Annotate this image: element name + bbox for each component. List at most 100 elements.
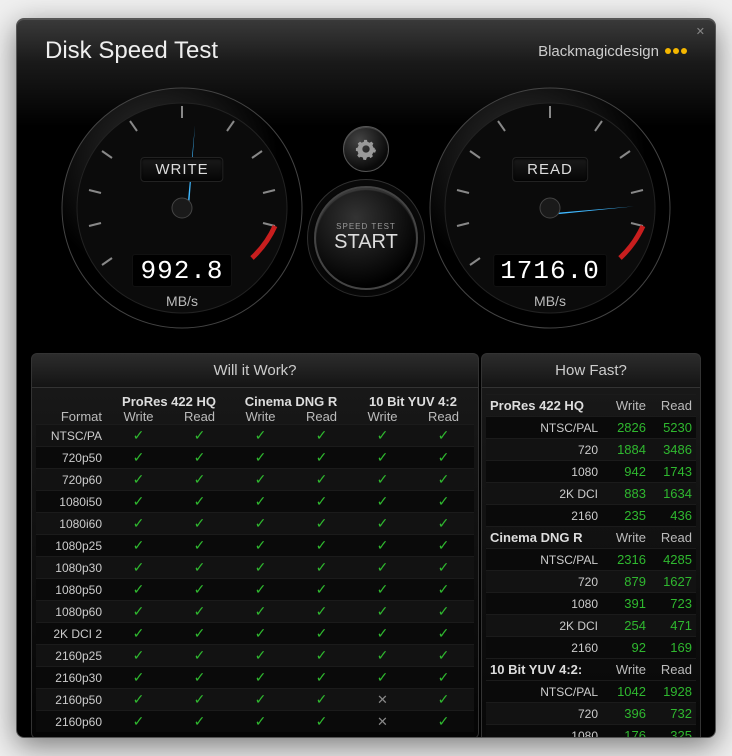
check-icon: ✓	[169, 537, 230, 555]
check-icon: ✓	[413, 581, 474, 599]
check-icon: ✓	[230, 669, 291, 687]
format-label: 2160p60	[36, 715, 108, 729]
check-icon: ✓	[108, 493, 169, 511]
table-row: NTSC/PAL28265230	[486, 416, 696, 438]
write-value: 254	[604, 618, 650, 633]
check-icon: ✓	[413, 559, 474, 577]
read-value: 5230	[650, 420, 696, 435]
bottom-panels: Will it Work? ProRes 422 HQCinema DNG R1…	[17, 353, 715, 738]
x-icon: ✕	[352, 713, 413, 731]
format-label: 2160p30	[36, 671, 108, 685]
check-icon: ✓	[413, 515, 474, 533]
check-icon: ✓	[413, 427, 474, 445]
format-label: 1080p50	[36, 583, 108, 597]
format-label: 720	[486, 707, 604, 721]
check-icon: ✓	[169, 713, 230, 731]
app-title: Disk Speed Test	[45, 37, 218, 65]
format-label: 2K DCI 2	[36, 627, 108, 641]
check-icon: ✓	[230, 647, 291, 665]
how-fast-panel: How Fast? ProRes 422 HQWriteReadNTSC/PAL…	[481, 353, 701, 738]
check-icon: ✓	[108, 669, 169, 687]
format-header: Format	[36, 409, 108, 424]
check-icon: ✓	[352, 603, 413, 621]
check-icon: ✓	[291, 691, 352, 709]
format-label: 1080p30	[36, 561, 108, 575]
work-sub-header: Read	[291, 409, 352, 424]
read-value: 723	[650, 596, 696, 611]
check-icon: ✓	[352, 625, 413, 643]
header: Disk Speed Test Blackmagicdesign	[17, 19, 715, 73]
write-value: 879	[604, 574, 650, 589]
work-group-header: 10 Bit YUV 4:2	[352, 394, 474, 409]
format-label: 720	[486, 575, 604, 589]
table-row: 1080i60✓✓✓✓✓✓	[36, 512, 474, 534]
check-icon: ✓	[230, 515, 291, 533]
fast-group-header: Cinema DNG RWriteRead	[486, 526, 696, 548]
check-icon: ✓	[352, 559, 413, 577]
check-icon: ✓	[169, 581, 230, 599]
will-it-work-title: Will it Work?	[31, 353, 479, 387]
format-label: NTSC/PAL	[486, 553, 604, 567]
check-icon: ✓	[291, 559, 352, 577]
format-label: 2K DCI	[486, 487, 604, 501]
check-icon: ✓	[108, 581, 169, 599]
check-icon: ✓	[169, 449, 230, 467]
format-label: 1080p25	[36, 539, 108, 553]
table-row: 1080p30✓✓✓✓✓✓	[36, 556, 474, 578]
check-icon: ✓	[169, 603, 230, 621]
check-icon: ✓	[413, 691, 474, 709]
write-gauge-label: WRITE	[140, 157, 223, 182]
start-button[interactable]: SPEED TEST START	[314, 186, 418, 290]
table-row: NTSC/PA✓✓✓✓✓✓	[36, 424, 474, 446]
settings-button[interactable]	[343, 126, 389, 172]
format-label: 720	[486, 443, 604, 457]
table-row: 216092169	[486, 636, 696, 658]
check-icon: ✓	[291, 471, 352, 489]
check-icon: ✓	[230, 471, 291, 489]
read-gauge-label: READ	[512, 157, 588, 182]
check-icon: ✓	[108, 625, 169, 643]
check-icon: ✓	[230, 625, 291, 643]
disk-speed-test-window: ✕ Disk Speed Test Blackmagicdesign	[16, 18, 716, 738]
check-icon: ✓	[413, 669, 474, 687]
check-icon: ✓	[291, 647, 352, 665]
check-icon: ✓	[230, 449, 291, 467]
check-icon: ✓	[169, 493, 230, 511]
brand-text: Blackmagicdesign	[538, 43, 659, 60]
read-gauge-unit: MB/s	[534, 293, 566, 309]
write-value: 2316	[604, 552, 650, 567]
table-row: 720p50✓✓✓✓✓✓	[36, 446, 474, 468]
check-icon: ✓	[108, 691, 169, 709]
table-row: 2160235436	[486, 504, 696, 526]
format-label: 1080i60	[36, 517, 108, 531]
check-icon: ✓	[291, 625, 352, 643]
table-row: 1080p50✓✓✓✓✓✓	[36, 578, 474, 600]
format-label: 1080p60	[36, 605, 108, 619]
work-group-header: Cinema DNG R	[230, 394, 352, 409]
table-row: 2K DCI 2✓✓✓✓✓✓	[36, 622, 474, 644]
format-label: NTSC/PAL	[486, 421, 604, 435]
check-icon: ✓	[291, 669, 352, 687]
check-icon: ✓	[108, 559, 169, 577]
check-icon: ✓	[169, 471, 230, 489]
check-icon: ✓	[108, 647, 169, 665]
check-icon: ✓	[230, 713, 291, 731]
check-icon: ✓	[169, 647, 230, 665]
check-icon: ✓	[352, 647, 413, 665]
fast-group-header: ProRes 422 HQWriteRead	[486, 394, 696, 416]
check-icon: ✓	[352, 669, 413, 687]
work-sub-header: Write	[108, 409, 169, 424]
format-label: 1080	[486, 597, 604, 611]
check-icon: ✓	[352, 581, 413, 599]
check-icon: ✓	[230, 537, 291, 555]
gauges-row: WRITE 992.8 MB/s SPEED TEST START	[17, 73, 715, 353]
check-icon: ✓	[413, 713, 474, 731]
read-value: 325	[650, 728, 696, 738]
check-icon: ✓	[108, 713, 169, 731]
close-icon[interactable]: ✕	[696, 25, 705, 38]
table-row: 2160p50✓✓✓✓✕✓	[36, 688, 474, 710]
read-value: 1928	[650, 684, 696, 699]
format-label: NTSC/PAL	[486, 685, 604, 699]
write-value: 92	[604, 640, 650, 655]
check-icon: ✓	[291, 449, 352, 467]
